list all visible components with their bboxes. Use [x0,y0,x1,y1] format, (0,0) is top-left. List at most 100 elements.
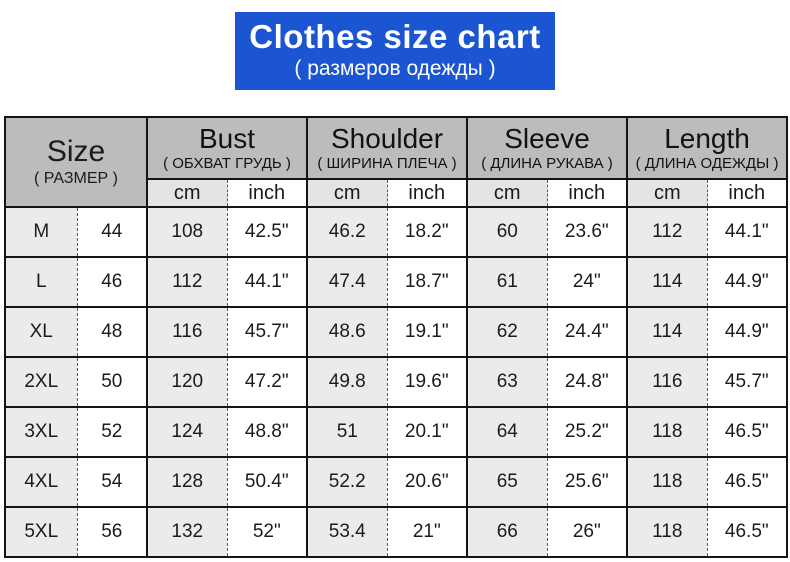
sleeve-label: Sleeve [504,123,590,154]
cell-length-cm: 118 [626,456,708,508]
unit-header-cm: cm [626,178,708,208]
unit-header-cm: cm [306,178,388,208]
cell-sleeve-cm: 61 [466,256,548,308]
cell-size-label: 4XL [5,456,77,508]
cell-size-number: 46 [76,256,148,308]
cell-bust-inch: 45.7" [226,306,308,358]
cell-bust-cm: 108 [146,206,228,258]
header-group-row: Size ( РАЗМЕР ) Bust ( ОБХВАТ ГРУДЬ ) Sh… [5,116,788,208]
cell-sleeve-inch: 25.2" [546,406,628,458]
cell-bust-inch: 44.1" [226,256,308,308]
cell-bust-cm: 112 [146,256,228,308]
cell-size-label: 5XL [5,506,77,558]
cell-size-number: 44 [76,206,148,258]
size-chart-table: Size ( РАЗМЕР ) Bust ( ОБХВАТ ГРУДЬ ) Sh… [4,116,789,558]
cell-sleeve-inch: 24.4" [546,306,628,358]
cell-shoulder-cm: 51 [306,406,388,458]
page-title: Clothes size chart [249,18,541,55]
cell-sleeve-inch: 24" [546,256,628,308]
group-header-sleeve: Sleeve ( ДЛИНА РУКАВА ) [466,116,628,180]
cell-sleeve-cm: 60 [466,206,548,258]
unit-header-inch: inch [706,178,788,208]
sleeve-sublabel: ( ДЛИНА РУКАВА ) [481,155,613,172]
table-row-4xl: 4XL 54 128 50.4" 52.2 20.6" 65 25.6" 118… [5,456,788,508]
cell-length-inch: 45.7" [706,356,788,408]
cell-length-cm: 118 [626,406,708,458]
unit-header-inch: inch [226,178,308,208]
cell-bust-inch: 52" [226,506,308,558]
cell-shoulder-inch: 21" [386,506,468,558]
cell-bust-cm: 128 [146,456,228,508]
cell-shoulder-inch: 20.1" [386,406,468,458]
cell-bust-inch: 47.2" [226,356,308,408]
cell-shoulder-cm: 49.8 [306,356,388,408]
unit-header-cm: cm [146,178,228,208]
cell-shoulder-cm: 48.6 [306,306,388,358]
cell-size-number: 48 [76,306,148,358]
group-header-shoulder: Shoulder ( ШИРИНА ПЛЕЧА ) [306,116,468,180]
cell-length-inch: 46.5" [706,506,788,558]
size-chart-container: Size ( РАЗМЕР ) Bust ( ОБХВАТ ГРУДЬ ) Sh… [4,116,789,558]
cell-sleeve-cm: 64 [466,406,548,458]
cell-size-label: 3XL [5,406,77,458]
bust-label: Bust [199,123,256,154]
cell-bust-cm: 120 [146,356,228,408]
cell-bust-inch: 50.4" [226,456,308,508]
cell-sleeve-inch: 26" [546,506,628,558]
size-header-cell: Size ( РАЗМЕР ) [5,116,148,208]
cell-length-inch: 46.5" [706,456,788,508]
cell-length-inch: 44.1" [706,206,788,258]
cell-size-number: 52 [76,406,148,458]
cell-bust-cm: 124 [146,406,228,458]
cell-length-cm: 112 [626,206,708,258]
cell-size-label: XL [5,306,77,358]
cell-size-number: 50 [76,356,148,408]
cell-length-cm: 114 [626,306,708,358]
cell-length-cm: 118 [626,506,708,558]
group-header-bust: Bust ( ОБХВАТ ГРУДЬ ) [146,116,308,180]
cell-shoulder-inch: 18.7" [386,256,468,308]
table-row-xl: XL 48 116 45.7" 48.6 19.1" 62 24.4" 114 … [5,306,788,358]
cell-sleeve-inch: 23.6" [546,206,628,258]
size-header-label: Size [46,135,106,168]
cell-shoulder-cm: 52.2 [306,456,388,508]
cell-length-cm: 116 [626,356,708,408]
unit-header-row: cm inch cm inch cm inch cm inch [5,178,788,208]
cell-size-number: 54 [76,456,148,508]
cell-sleeve-cm: 62 [466,306,548,358]
title-banner: Clothes size chart ( размеров одежды ) [235,12,555,90]
table-row-5xl: 5XL 56 132 52" 53.4 21" 66 26" 118 46.5" [5,506,788,558]
group-header-length: Length ( ДЛИНА ОДЕЖДЫ ) [626,116,788,180]
cell-length-inch: 46.5" [706,406,788,458]
cell-sleeve-inch: 24.8" [546,356,628,408]
cell-size-label: 2XL [5,356,77,408]
cell-shoulder-cm: 46.2 [306,206,388,258]
length-sublabel: ( ДЛИНА ОДЕЖДЫ ) [635,155,779,172]
cell-shoulder-inch: 18.2" [386,206,468,258]
cell-bust-inch: 42.5" [226,206,308,258]
cell-sleeve-cm: 66 [466,506,548,558]
cell-sleeve-cm: 65 [466,456,548,508]
cell-shoulder-inch: 19.1" [386,306,468,358]
cell-size-label: M [5,206,77,258]
unit-header-inch: inch [546,178,628,208]
cell-shoulder-cm: 47.4 [306,256,388,308]
cell-size-label: L [5,256,77,308]
cell-sleeve-cm: 63 [466,356,548,408]
cell-sleeve-inch: 25.6" [546,456,628,508]
shoulder-sublabel: ( ШИРИНА ПЛЕЧА ) [317,155,457,172]
cell-length-inch: 44.9" [706,256,788,308]
cell-bust-cm: 116 [146,306,228,358]
table-row-2xl: 2XL 50 120 47.2" 49.8 19.6" 63 24.8" 116… [5,356,788,408]
table-row-l: L 46 112 44.1" 47.4 18.7" 61 24" 114 44.… [5,256,788,308]
cell-size-number: 56 [76,506,148,558]
cell-length-inch: 44.9" [706,306,788,358]
unit-header-cm: cm [466,178,548,208]
shoulder-label: Shoulder [330,123,444,154]
cell-shoulder-inch: 19.6" [386,356,468,408]
cell-length-cm: 114 [626,256,708,308]
length-label: Length [664,123,750,154]
table-row-m: M 44 108 42.5" 46.2 18.2" 60 23.6" 112 4… [5,206,788,258]
unit-header-inch: inch [386,178,468,208]
cell-bust-inch: 48.8" [226,406,308,458]
